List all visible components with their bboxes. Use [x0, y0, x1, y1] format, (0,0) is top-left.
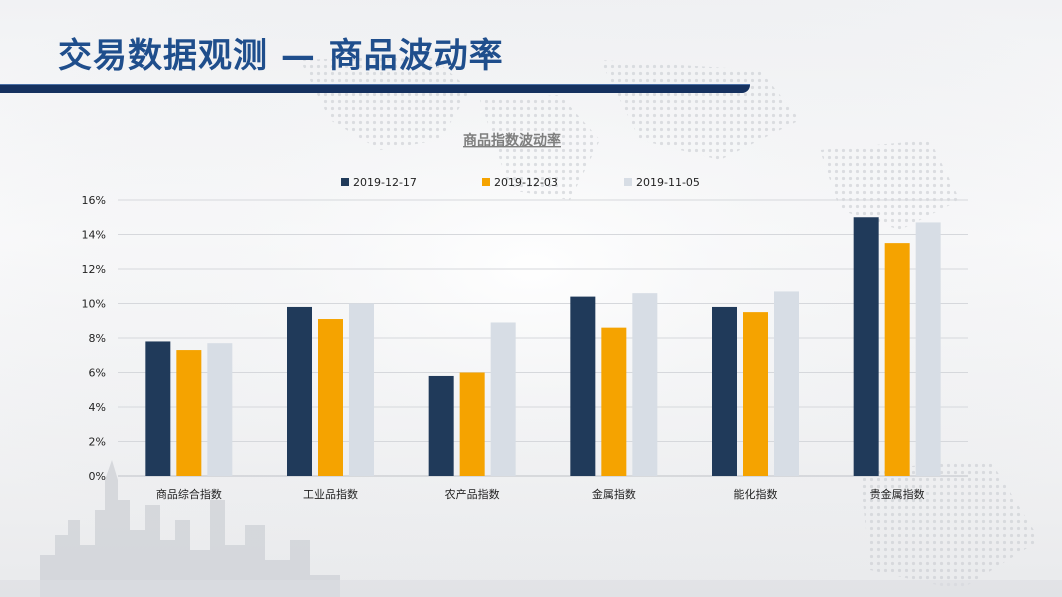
bar — [176, 350, 202, 476]
x-tick-label: 贵金属指数 — [870, 487, 925, 501]
x-tick-label: 农产品指数 — [445, 487, 500, 501]
x-tick-label: 金属指数 — [592, 487, 636, 501]
bar — [318, 319, 343, 476]
bar — [743, 312, 768, 476]
bar — [601, 327, 627, 476]
bar — [712, 306, 737, 476]
page-title: 交易数据观测 — 商品波动率 — [58, 36, 504, 76]
bar — [490, 322, 516, 476]
bar — [207, 343, 233, 476]
title-underline-accent — [0, 84, 750, 85]
skyline-decoration — [40, 460, 340, 597]
legend-label: 2019-12-03 — [494, 176, 558, 189]
bar — [287, 306, 312, 476]
bar — [145, 341, 171, 476]
x-tick-label: 工业品指数 — [303, 487, 358, 501]
chart-title: 商品指数波动率 — [463, 132, 561, 149]
y-tick-label: 12% — [82, 263, 106, 276]
bar — [632, 293, 658, 476]
bar — [774, 291, 799, 476]
y-tick-label: 6% — [89, 367, 106, 380]
bar — [884, 243, 910, 476]
bar — [570, 296, 596, 476]
y-tick-label: 0% — [89, 470, 106, 483]
bar — [915, 222, 941, 476]
legend-swatch — [624, 178, 632, 186]
bar — [428, 375, 454, 476]
y-tick-label: 4% — [89, 401, 106, 414]
legend-swatch — [341, 178, 349, 186]
x-tick-label: 能化指数 — [734, 487, 778, 501]
bar — [349, 303, 374, 476]
y-tick-label: 16% — [82, 194, 106, 207]
y-tick-label: 14% — [82, 229, 106, 242]
title-underline-bar — [0, 85, 750, 93]
world-map-decoration — [300, 55, 1040, 590]
legend-swatch — [482, 178, 490, 186]
bar — [853, 217, 879, 476]
bar — [459, 372, 485, 476]
legend-label: 2019-11-05 — [636, 176, 700, 189]
legend-label: 2019-12-17 — [353, 176, 417, 189]
y-tick-label: 8% — [89, 332, 106, 345]
x-tick-label: 商品综合指数 — [156, 487, 222, 501]
y-tick-label: 10% — [82, 298, 106, 311]
y-tick-label: 2% — [89, 436, 106, 449]
